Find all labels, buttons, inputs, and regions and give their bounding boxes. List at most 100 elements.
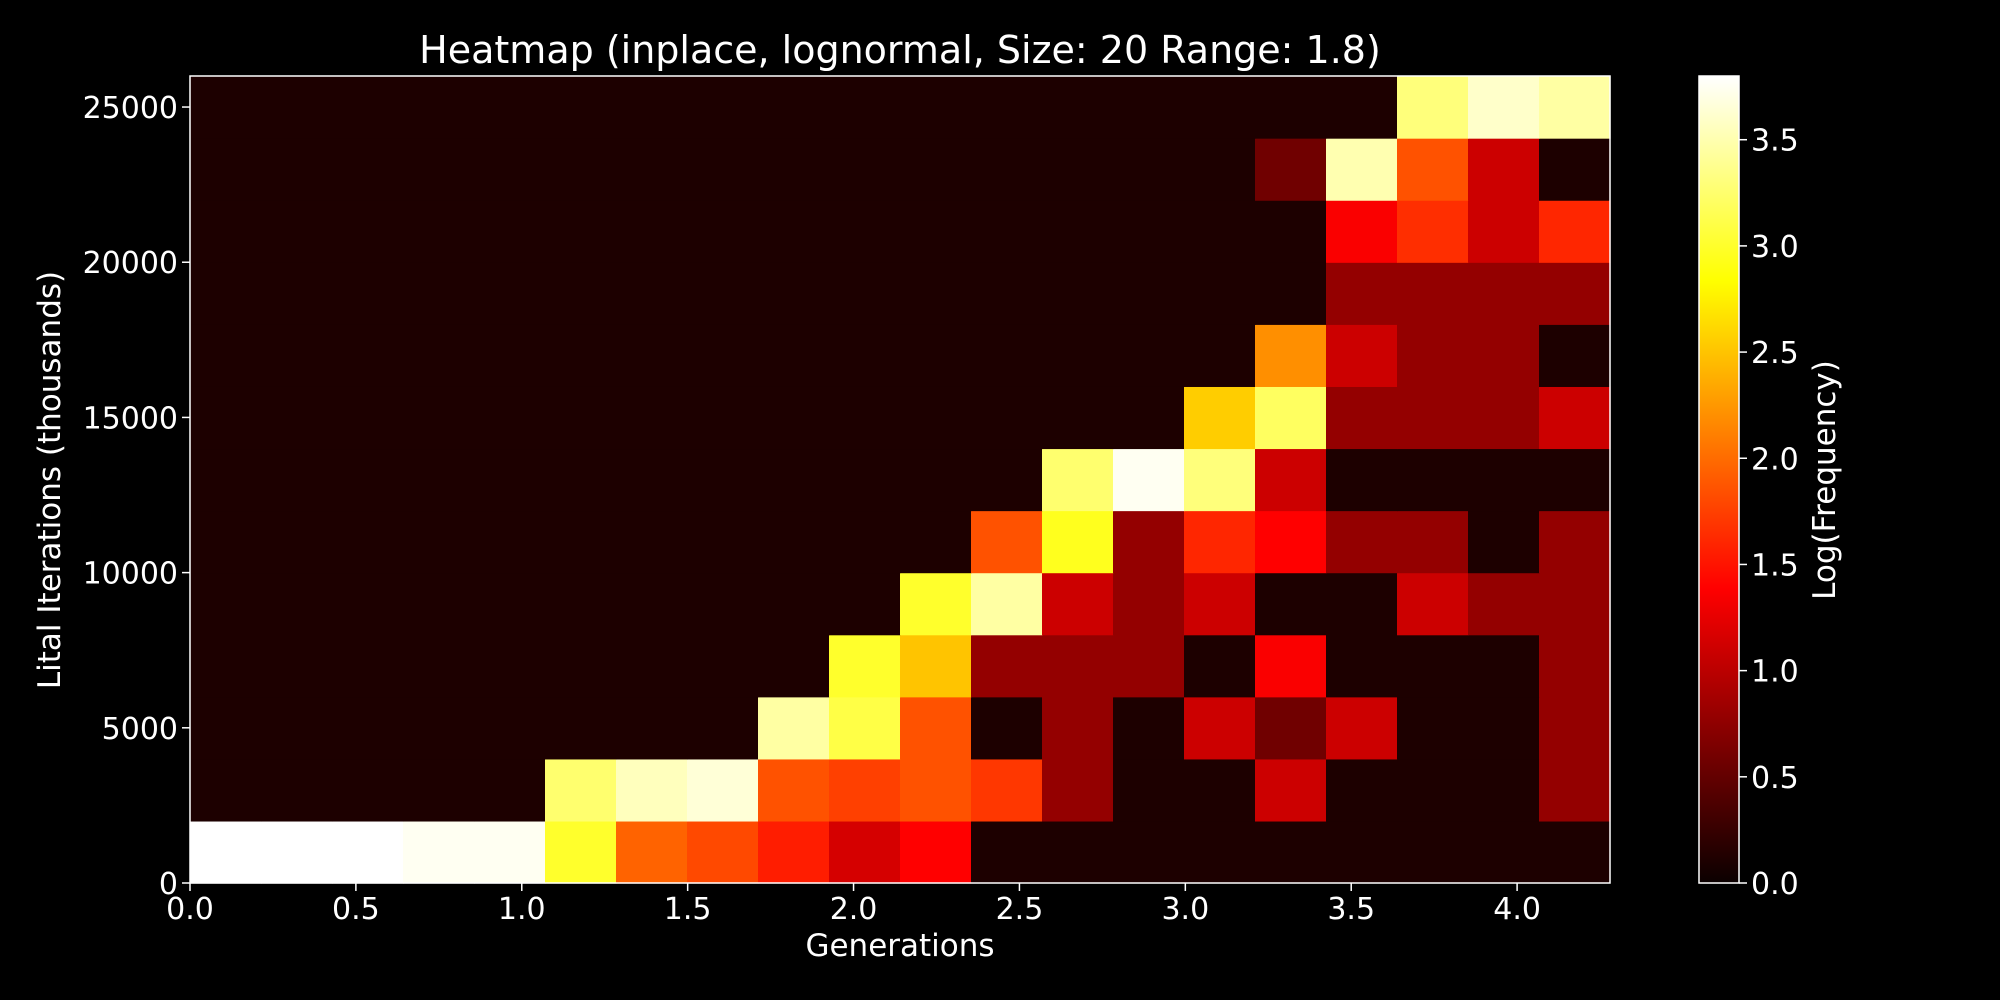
colorbar-tick-label: 0.5 (1751, 761, 1799, 796)
heatmap-cell (190, 572, 262, 636)
heatmap-cell (1184, 76, 1256, 139)
heatmap-cell (545, 448, 617, 512)
chart-title: Heatmap (inplace, lognormal, Size: 20 Ra… (419, 28, 1381, 72)
heatmap-cell (190, 324, 262, 387)
heatmap-cell (545, 510, 617, 574)
heatmap-cell (687, 386, 759, 450)
colorbar-tick-label: 2.5 (1751, 336, 1799, 371)
heatmap-cell (758, 758, 830, 822)
heatmap-cell (1326, 138, 1398, 201)
heatmap-cell (829, 448, 901, 512)
colorbar-tick-label: 1.5 (1751, 548, 1799, 583)
heatmap-cell (1184, 262, 1256, 325)
heatmap-cell (403, 138, 475, 201)
heatmap-cell (971, 200, 1043, 263)
heatmap-cell (1468, 200, 1540, 263)
heatmap-cell (545, 76, 617, 139)
heatmap-cell (1468, 696, 1540, 760)
heatmap-cell (829, 324, 901, 387)
heatmap-cell (1397, 510, 1469, 574)
x-tick-label: 0.5 (332, 892, 380, 927)
heatmap-cell (616, 138, 688, 201)
heatmap-cells (190, 76, 1611, 884)
heatmap-cell (474, 634, 546, 698)
heatmap-cell (1042, 386, 1114, 450)
heatmap-cell (190, 138, 262, 201)
heatmap-cell (971, 634, 1043, 698)
heatmap-cell (1184, 200, 1256, 263)
heatmap-cell (474, 262, 546, 325)
heatmap-cell (616, 76, 688, 139)
heatmap-cell (332, 820, 404, 884)
x-tick-label: 3.5 (1327, 892, 1375, 927)
y-tick-label: 15000 (83, 401, 178, 436)
heatmap-cell (1539, 696, 1611, 760)
heatmap-cell (332, 572, 404, 636)
heatmap-cell (971, 76, 1043, 139)
heatmap-cell (1255, 386, 1327, 450)
heatmap-cell (332, 386, 404, 450)
colorbar-tick-label: 2.0 (1751, 442, 1799, 477)
heatmap-cell (616, 758, 688, 822)
x-tick-label: 0.0 (166, 892, 214, 927)
heatmap-cell (1539, 448, 1611, 512)
heatmap-cell (687, 324, 759, 387)
heatmap-cell (1113, 448, 1185, 512)
heatmap-cell (1468, 386, 1540, 450)
heatmap-cell (1042, 76, 1114, 139)
heatmap-cell (1539, 324, 1611, 387)
heatmap-cell (403, 572, 475, 636)
heatmap-cell (1326, 758, 1398, 822)
heatmap-cell (332, 510, 404, 574)
heatmap-cell (261, 510, 333, 574)
heatmap-cell (332, 324, 404, 387)
heatmap-cell (1326, 200, 1398, 263)
heatmap-cell (971, 696, 1043, 760)
heatmap-cell (1397, 820, 1469, 884)
heatmap-cell (545, 696, 617, 760)
heatmap-cell (1397, 324, 1469, 387)
heatmap-cell (616, 324, 688, 387)
heatmap-cell (900, 76, 972, 139)
heatmap-cell (1326, 448, 1398, 512)
heatmap-cell (403, 200, 475, 263)
heatmap-cell (332, 634, 404, 698)
y-tick-label: 20000 (83, 246, 178, 281)
heatmap-cell (900, 386, 972, 450)
heatmap-cell (474, 510, 546, 574)
heatmap-cell (474, 76, 546, 139)
x-tick-label: 1.5 (664, 892, 712, 927)
heatmap-cell (829, 634, 901, 698)
heatmap-cell (1255, 820, 1327, 884)
heatmap-cell (1326, 324, 1398, 387)
heatmap-cell (687, 76, 759, 139)
heatmap-cell (616, 448, 688, 512)
heatmap-cell (900, 138, 972, 201)
heatmap-cell (403, 448, 475, 512)
heatmap-cell (261, 572, 333, 636)
heatmap-cell (474, 200, 546, 263)
heatmap-cell (1326, 572, 1398, 636)
heatmap-cell (190, 386, 262, 450)
heatmap-cell (1326, 510, 1398, 574)
heatmap-cell (1326, 262, 1398, 325)
heatmap-cell (1113, 572, 1185, 636)
heatmap-cell (403, 634, 475, 698)
heatmap-cell (1397, 758, 1469, 822)
heatmap-cell (1184, 696, 1256, 760)
heatmap-cell (1468, 262, 1540, 325)
heatmap-cell (545, 758, 617, 822)
colorbar-tick-label: 3.5 (1751, 124, 1799, 159)
heatmap-cell (545, 200, 617, 263)
heatmap-cell (1042, 572, 1114, 636)
heatmap-cell (1042, 324, 1114, 387)
heatmap-cell (758, 510, 830, 574)
heatmap-cell (1397, 386, 1469, 450)
heatmap-cell (1539, 510, 1611, 574)
heatmap-cell (545, 262, 617, 325)
heatmap-cell (261, 820, 333, 884)
heatmap-cell (1397, 696, 1469, 760)
heatmap-cell (1326, 820, 1398, 884)
heatmap-cell (1113, 634, 1185, 698)
heatmap-cell (332, 696, 404, 760)
